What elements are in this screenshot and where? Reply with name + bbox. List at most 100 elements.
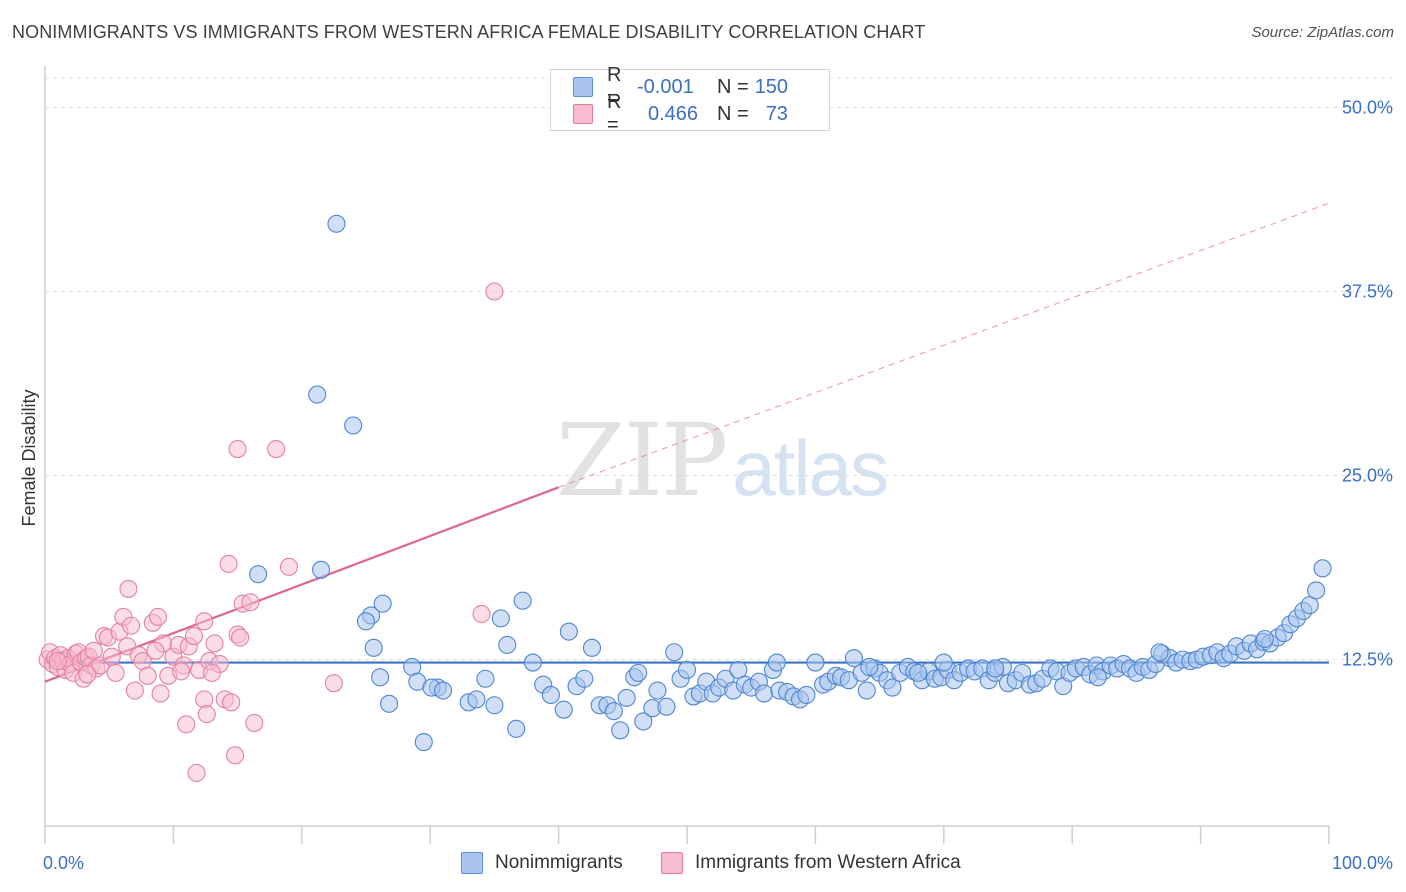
nonimmigrant-point [1313, 559, 1332, 578]
legend-n-value: 73 [765, 102, 788, 125]
immigrant-point [245, 713, 264, 732]
immigrant-point [119, 579, 138, 598]
legend-swatch-blue [461, 852, 483, 874]
chart-title: NONIMMIGRANTS VS IMMIGRANTS FROM WESTERN… [12, 22, 926, 42]
nonimmigrant-point [648, 681, 667, 700]
nonimmigrant-point [806, 653, 825, 672]
grid-lines [45, 77, 1392, 661]
immigrant-point [184, 627, 203, 646]
immigrant-point [222, 693, 241, 712]
nonimmigrant-point [523, 653, 542, 672]
immigrant-trend-extension [558, 202, 1330, 488]
immigrant-point [172, 662, 191, 681]
nonimmigrant-point [312, 560, 331, 579]
nonimmigrant-point [617, 688, 636, 707]
immigrant-point [219, 554, 238, 573]
legend-r-value: 0.466 [648, 102, 699, 125]
nonimmigrant-point [364, 638, 383, 657]
legend-row-immigrants: R = 0.466 N = 73 [573, 91, 788, 136]
immigrant-point [106, 663, 125, 682]
legend-label-nonimmigrants: Nonimmigrants [495, 852, 623, 873]
x-tick-label: 0.0% [43, 853, 84, 873]
y-tick-label: 25.0% [1342, 466, 1393, 486]
immigrant-point [148, 607, 168, 626]
nonimmigrant-point [1307, 581, 1326, 600]
legend-label-immigrants: Immigrants from Western Africa [695, 852, 961, 873]
nonimmigrant-point [1150, 643, 1169, 662]
nonimmigrant-point [356, 612, 376, 631]
immigrant-point [125, 681, 144, 700]
nonimmigrant-point [860, 657, 879, 677]
immigrant-point [202, 663, 221, 682]
source-label: Source: ZipAtlas.com [1251, 24, 1394, 41]
nonimmigrant-point [575, 669, 594, 688]
nonimmigrant-point [1255, 629, 1274, 649]
immigrant-point [151, 684, 170, 703]
legend-n-value: 150 [754, 75, 789, 98]
nonimmigrant-point [498, 635, 517, 654]
y-tick-label: 12.5% [1342, 650, 1393, 670]
legend-item-nonimmigrants[interactable]: Nonimmigrants [461, 852, 623, 874]
nonimmigrant-point [414, 733, 433, 752]
nonimmigrant-point [491, 609, 510, 628]
legend-item-immigrants[interactable]: Immigrants from Western Africa [661, 852, 961, 874]
y-tick-label: 50.0% [1342, 97, 1393, 117]
immigrant-point [48, 652, 67, 671]
nonimmigrant-point [665, 643, 684, 662]
immigrant-point [241, 593, 260, 612]
nonimmigrant-point [657, 697, 676, 716]
nonimmigrant-point [476, 669, 495, 688]
immigrant-point [225, 746, 245, 765]
watermark-atlas: atlas [732, 424, 889, 512]
watermark: ZIPatlas [556, 402, 889, 519]
nonimmigrant-point [797, 685, 816, 705]
nonimmigrant-point [934, 653, 953, 672]
y-tick-label: 37.5% [1342, 282, 1393, 302]
tick-labels: 12.5% 25.0% 37.5% 50.0% 0.0% 100.0% [43, 97, 1393, 873]
nonimmigrant-point [677, 660, 697, 679]
legend-n-label: N = [717, 75, 749, 98]
nonimmigrant-point [909, 663, 928, 682]
nonimmigrant-point [249, 565, 268, 584]
nonimmigrant-point [844, 649, 863, 668]
nonimmigrant-point [380, 694, 399, 713]
legend-swatch-pink [573, 104, 593, 124]
nonimmigrant-point [308, 385, 327, 404]
nonimmigrant-point [507, 719, 526, 738]
nonimmigrant-point [604, 702, 623, 721]
nonimmigrant-point [373, 594, 392, 613]
nonimmigrant-point [327, 214, 346, 233]
legend-swatch-blue [573, 77, 593, 97]
legend-r-value: -0.001 [637, 75, 694, 98]
nonimmigrant-point [433, 681, 453, 700]
nonimmigrant-point [513, 591, 532, 610]
immigrant-point [146, 641, 165, 660]
nonimmigrant-point [582, 638, 602, 657]
nonimmigrant-point [541, 685, 560, 705]
immigrant-point [78, 665, 97, 684]
immigrant-point [279, 557, 299, 576]
immigrant-point [195, 612, 214, 631]
nonimmigrant-point [767, 653, 786, 672]
immigrant-points [38, 282, 504, 783]
immigrant-point [138, 666, 157, 685]
nonimmigrant-point [634, 712, 653, 731]
legend-r-label: R = [607, 64, 622, 109]
nonimmigrant-points [249, 214, 1332, 752]
immigrant-point [485, 282, 504, 301]
nonimmigrant-point [559, 622, 578, 641]
nonimmigrant-point [467, 690, 486, 709]
y-axis-title: Female Disability [19, 389, 39, 526]
nonimmigrant-point [371, 668, 390, 687]
immigrant-point [231, 628, 250, 647]
stats-legend: R = -0.001 N = 150 R = 0.466 N = 73 [550, 64, 830, 136]
immigrant-point [195, 690, 214, 709]
nonimmigrant-point [611, 721, 630, 740]
nonimmigrant-point [344, 416, 363, 435]
nonimmigrant-point [883, 678, 902, 697]
nonimmigrant-point [629, 663, 648, 682]
watermark-zip: ZIP [556, 402, 728, 519]
immigrant-point [121, 616, 141, 635]
immigrant-point [267, 440, 286, 459]
